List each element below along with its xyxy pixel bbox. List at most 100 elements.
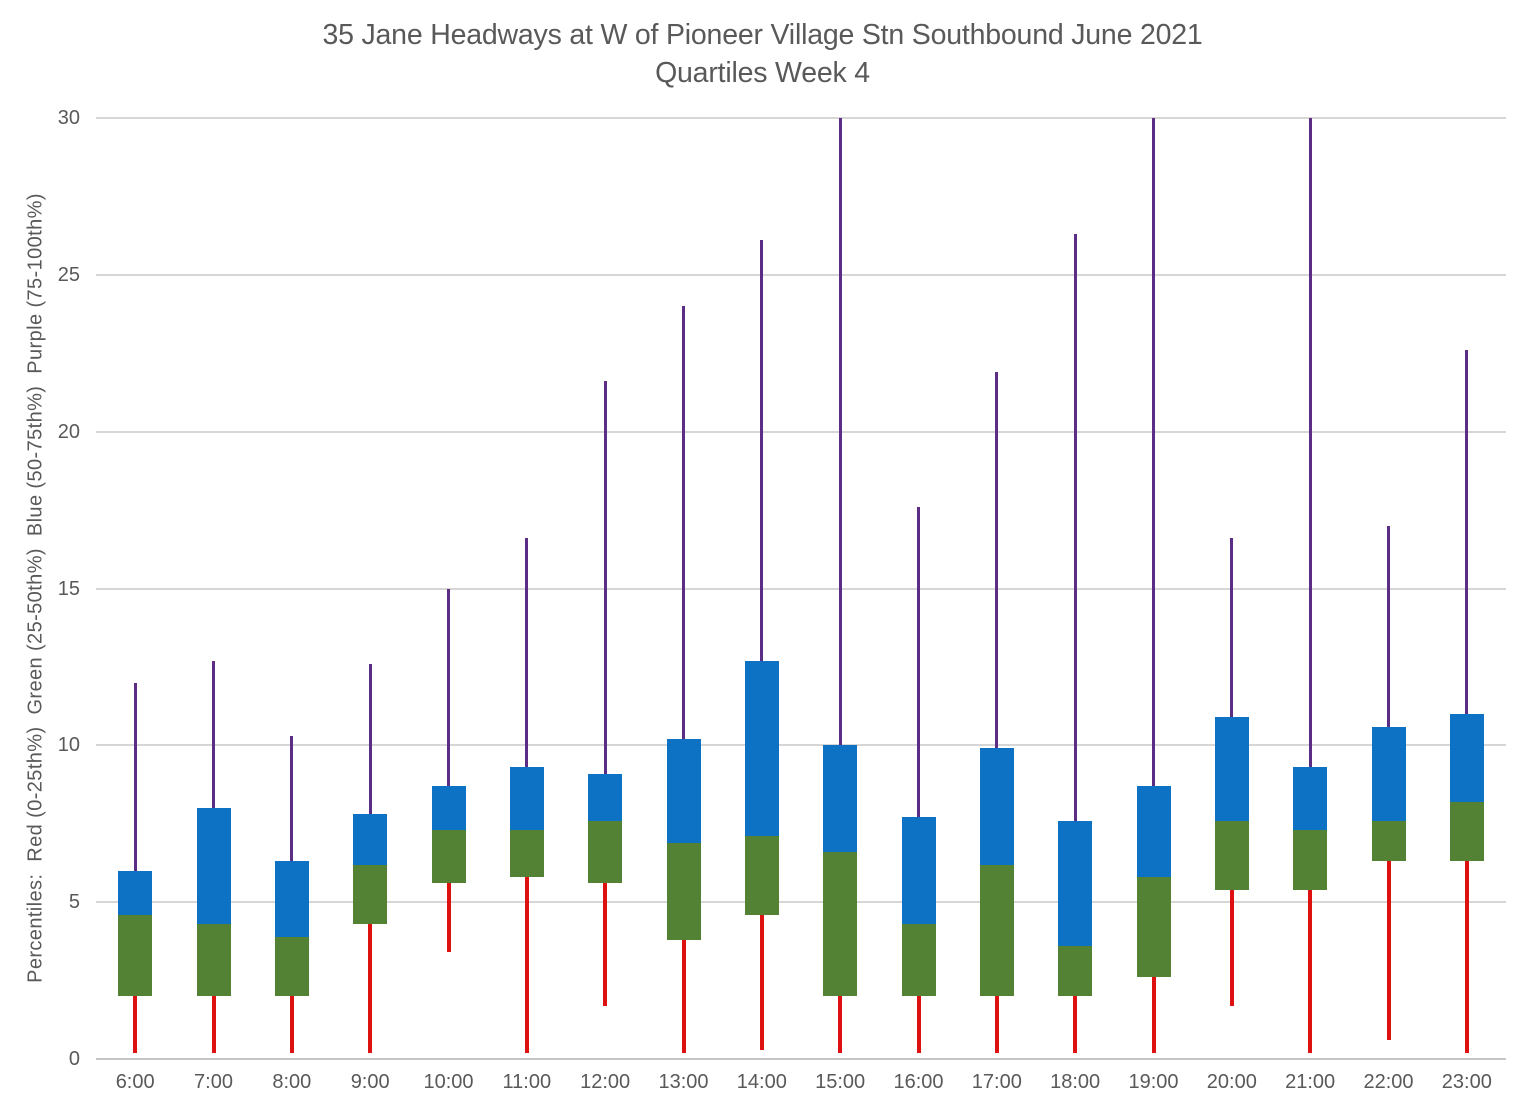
- x-tick-label: 19:00: [1128, 1071, 1179, 1093]
- lower-whisker-red: [446, 883, 451, 953]
- gridline-20: [96, 430, 1506, 433]
- lower-whisker-red: [838, 996, 843, 1053]
- x-tick-label: 14:00: [736, 1071, 787, 1093]
- box-green-25-50: [1136, 877, 1171, 978]
- gridline-5: [96, 901, 1506, 904]
- gridline-15: [96, 587, 1506, 590]
- lower-whisker-red: [603, 883, 608, 1006]
- box-green-25-50: [274, 936, 309, 997]
- x-tick-label: 21:00: [1285, 1071, 1336, 1093]
- upper-whisker-purple: [211, 660, 216, 809]
- y-tick-label-30: 30: [57, 107, 80, 129]
- x-tick-label: 7:00: [194, 1071, 233, 1093]
- lower-whisker-red: [994, 996, 999, 1053]
- box-green-25-50: [1371, 820, 1406, 862]
- upper-whisker-purple: [603, 381, 607, 774]
- y-tick-label-15: 15: [57, 577, 80, 600]
- box-blue-50-75: [823, 745, 858, 852]
- box-blue-50-75: [274, 861, 309, 937]
- upper-whisker-purple: [1308, 118, 1312, 768]
- gridline-10: [96, 744, 1506, 747]
- upper-whisker-purple: [995, 372, 999, 749]
- x-tick-label: 8:00: [272, 1071, 312, 1093]
- box-blue-50-75: [118, 870, 153, 915]
- lower-whisker-red: [211, 996, 216, 1053]
- box-blue-50-75: [901, 817, 936, 925]
- x-tick-label: 6:00: [115, 1071, 155, 1093]
- box-green-25-50: [431, 830, 466, 884]
- y-tick-label-25: 25: [57, 263, 80, 286]
- upper-whisker-purple: [525, 538, 529, 768]
- lower-whisker-red: [1464, 861, 1469, 1053]
- box-blue-50-75: [353, 814, 388, 865]
- upper-whisker-purple: [290, 735, 294, 862]
- lower-whisker-red: [916, 996, 921, 1053]
- x-tick-label: 20:00: [1206, 1071, 1257, 1093]
- lower-whisker-red: [759, 914, 764, 1050]
- upper-whisker-purple: [368, 663, 372, 815]
- lower-whisker-red: [1073, 996, 1078, 1053]
- upper-whisker-purple: [1073, 234, 1077, 821]
- y-tick-label-5: 5: [68, 891, 80, 914]
- y-tick-label-10: 10: [57, 734, 80, 757]
- lower-whisker-red: [681, 939, 686, 1053]
- upper-whisker-purple: [1386, 525, 1391, 727]
- box-blue-50-75: [1058, 820, 1093, 947]
- upper-whisker-purple: [838, 118, 842, 746]
- box-blue-50-75: [666, 739, 701, 843]
- box-blue-50-75: [1449, 713, 1484, 802]
- box-blue-50-75: [509, 767, 544, 830]
- upper-whisker-purple: [1151, 118, 1156, 787]
- box-green-25-50: [744, 836, 779, 915]
- box-green-25-50: [901, 924, 936, 997]
- box-green-25-50: [1449, 801, 1484, 862]
- box-blue-50-75: [1371, 726, 1406, 821]
- box-blue-50-75: [744, 660, 779, 837]
- box-green-25-50: [196, 924, 231, 997]
- upper-whisker-purple: [681, 306, 686, 740]
- lower-whisker-red: [368, 924, 373, 1053]
- box-green-25-50: [823, 851, 858, 997]
- lower-whisker-red: [1386, 861, 1391, 1041]
- box-green-25-50: [979, 864, 1014, 997]
- box-blue-50-75: [1293, 767, 1328, 830]
- x-tick-label: 22:00: [1363, 1071, 1414, 1093]
- box-green-25-50: [509, 830, 544, 878]
- x-tick-label: 13:00: [658, 1071, 709, 1093]
- lower-whisker-red: [1229, 889, 1234, 1006]
- lower-whisker-red: [524, 877, 529, 1053]
- box-green-25-50: [1293, 830, 1328, 890]
- upper-whisker-purple: [446, 588, 451, 787]
- chart-title-line2: Quartiles Week 4: [655, 57, 870, 89]
- box-blue-50-75: [588, 773, 623, 821]
- x-tick-label: 9:00: [350, 1071, 390, 1093]
- x-tick-label: 17:00: [971, 1071, 1022, 1093]
- x-tick-label: 12:00: [580, 1071, 631, 1093]
- x-tick-label: 15:00: [815, 1071, 866, 1093]
- upper-whisker-purple: [916, 506, 921, 818]
- x-tick-label: 11:00: [502, 1071, 552, 1093]
- upper-whisker-purple: [1230, 538, 1234, 718]
- chart-title-line1: 35 Jane Headways at W of Pioneer Village…: [322, 19, 1203, 51]
- box-blue-50-75: [1136, 786, 1171, 878]
- box-blue-50-75: [196, 808, 231, 925]
- box-blue-50-75: [1214, 717, 1249, 821]
- gridline-25: [96, 273, 1506, 276]
- box-green-25-50: [353, 864, 388, 925]
- x-tick-label: 23:00: [1441, 1071, 1492, 1093]
- box-green-25-50: [118, 914, 153, 997]
- upper-whisker-purple: [133, 682, 137, 871]
- x-axis-line: [96, 1058, 1506, 1060]
- x-tick-label: 18:00: [1050, 1071, 1101, 1093]
- lower-whisker-red: [1151, 977, 1156, 1053]
- x-tick-label: 10:00: [423, 1071, 474, 1093]
- upper-whisker-purple: [1465, 350, 1469, 714]
- upper-whisker-purple: [760, 240, 764, 661]
- lower-whisker-red: [289, 996, 294, 1053]
- chart-title: 35 Jane Headways at W of Pioneer Village…: [4, 16, 1517, 92]
- box-blue-50-75: [431, 786, 466, 831]
- box-green-25-50: [666, 842, 701, 940]
- lower-whisker-red: [133, 996, 138, 1053]
- x-tick-label: 16:00: [893, 1071, 944, 1093]
